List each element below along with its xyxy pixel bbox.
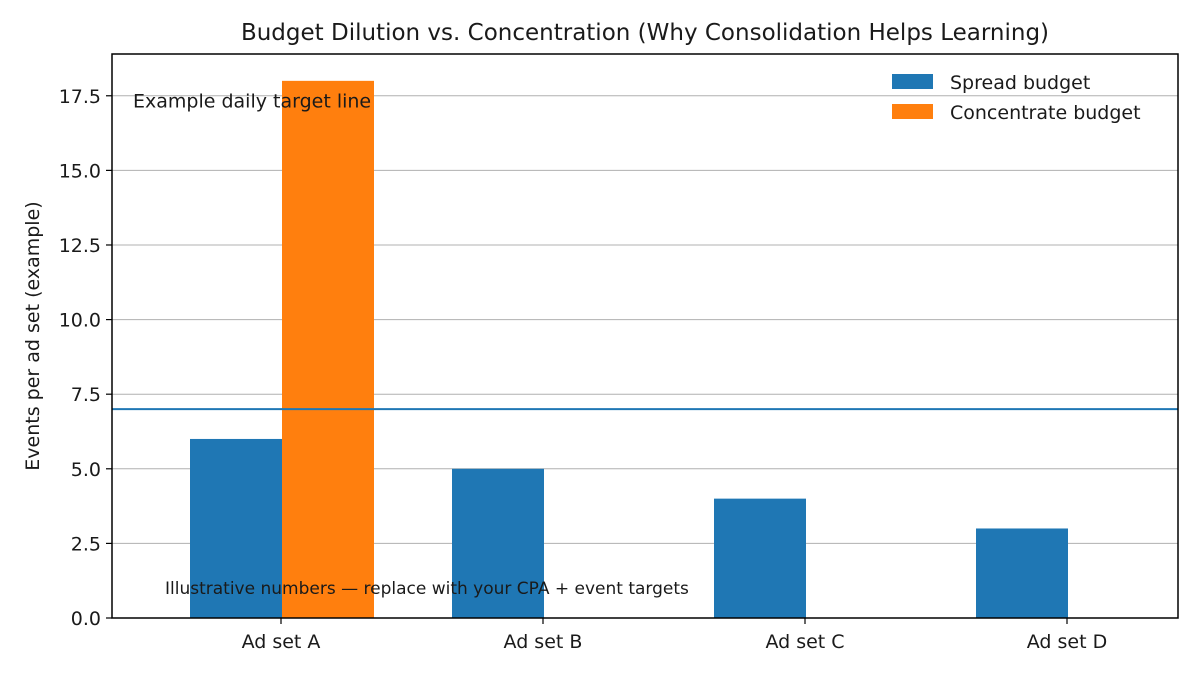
y-axis-title: Events per ad set (example) (22, 201, 44, 470)
y-tick-label: 2.5 (71, 533, 101, 555)
y-tick-label: 10.0 (59, 310, 101, 332)
legend-label-concentrate: Concentrate budget (950, 102, 1141, 124)
y-tick-label: 5.0 (71, 459, 101, 481)
y-tick-label: 7.5 (71, 384, 101, 406)
target-line-label: Example daily target line (133, 91, 371, 113)
legend-swatch-spread (892, 74, 933, 89)
x-axis-ticks: Ad set A Ad set B Ad set C Ad set D (242, 618, 1107, 653)
illustrative-note: Illustrative numbers — replace with your… (165, 579, 689, 599)
bar-spread-0 (190, 438, 282, 618)
y-axis-ticks: 0.0 2.5 5.0 7.5 10.0 12.5 15.0 17.5 (59, 86, 112, 630)
x-tick-label: Ad set D (1027, 631, 1107, 653)
x-tick-label: Ad set C (765, 631, 844, 653)
bar-concentrate-0 (282, 80, 374, 619)
x-tick-label: Ad set A (242, 631, 321, 653)
legend-label-spread: Spread budget (950, 72, 1090, 94)
y-tick-label: 15.0 (59, 160, 101, 182)
legend-swatch-concentrate (892, 104, 933, 119)
bars (190, 80, 1068, 619)
y-tick-label: 12.5 (59, 235, 101, 257)
y-tick-label: 0.0 (71, 608, 101, 630)
y-tick-label: 17.5 (59, 86, 101, 108)
bar-spread-1 (452, 468, 544, 618)
bar-spread-2 (714, 498, 806, 618)
bar-spread-3 (976, 528, 1068, 618)
x-tick-label: Ad set B (504, 631, 583, 653)
chart-title: Budget Dilution vs. Concentration (Why C… (241, 20, 1049, 46)
legend: Spread budget Concentrate budget (892, 72, 1141, 124)
plot-frame (111, 53, 1179, 619)
